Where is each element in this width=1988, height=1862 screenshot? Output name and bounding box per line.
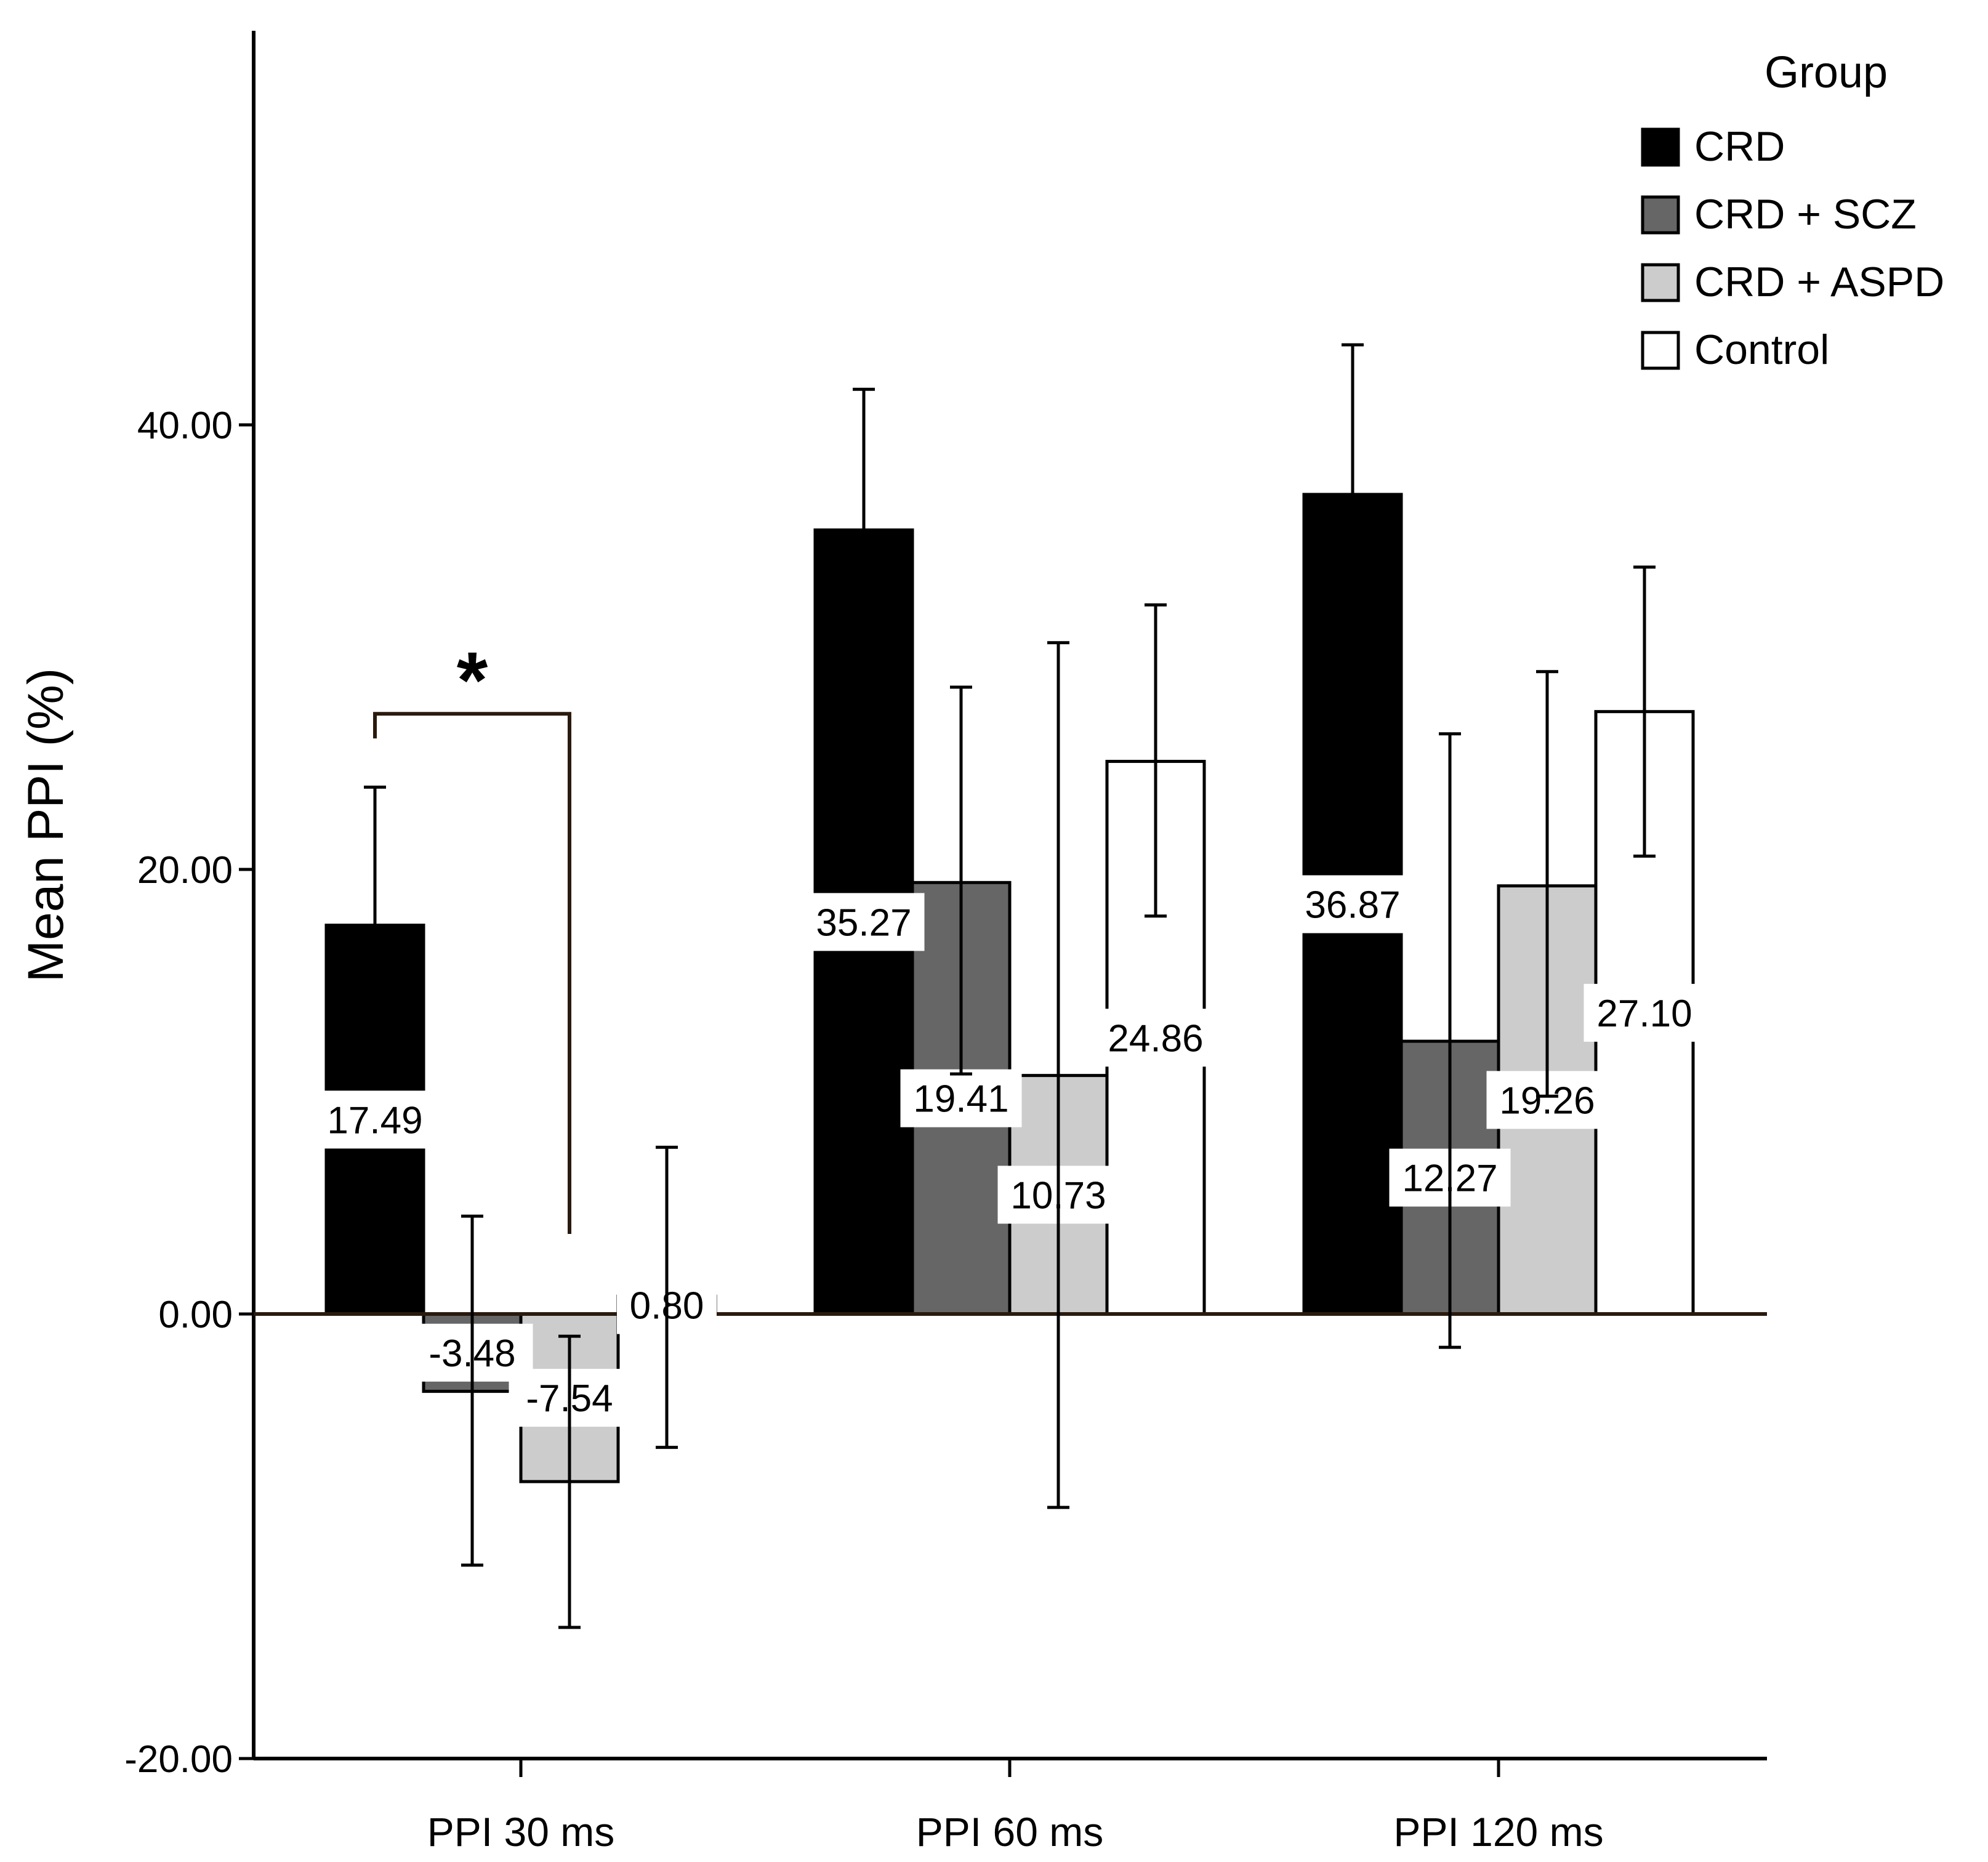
error-bar-crd-aspd-ppi-30-ms: [558, 1334, 581, 1629]
error-bar-control-ppi-30-ms: [656, 1145, 678, 1449]
significance-bracket: [373, 712, 571, 1234]
value-label-box: [1292, 875, 1414, 933]
legend: Group CRD CRD + SCZ CRD + ASPD Control: [1641, 48, 1944, 373]
x-tick-label: PPI 120 ms: [1393, 1809, 1603, 1855]
y-tick-label: 20.00: [137, 849, 233, 892]
x-tick-label: PPI 30 ms: [427, 1809, 614, 1855]
error-bar-crd-ppi-30-ms: [364, 785, 386, 1071]
legend-label-crd-scz: CRD + SCZ: [1694, 191, 1917, 238]
error-bars: [364, 343, 1656, 1629]
value-label-box: [314, 1090, 436, 1149]
value-label-crd-scz-ppi-60-ms: 19.41: [913, 1078, 1008, 1121]
value-label-control-ppi-60-ms: 24.86: [1108, 1017, 1203, 1060]
legend-swatch-crd: [1641, 127, 1680, 167]
y-tick-label: -20.00: [124, 1738, 233, 1781]
value-label-crd-ppi-30-ms: 17.49: [327, 1099, 422, 1142]
value-label-crd-ppi-120-ms: 36.87: [1305, 884, 1400, 926]
error-bar-crd-ppi-120-ms: [1342, 343, 1364, 618]
legend-swatch-control: [1641, 331, 1680, 370]
significance-star: *: [457, 635, 488, 725]
value-label-control-ppi-120-ms: 27.10: [1596, 993, 1692, 1035]
legend-swatch-crd-scz: [1641, 195, 1680, 235]
legend-swatch-crd-aspd: [1641, 263, 1680, 302]
value-label-crd-ppi-60-ms: 35.27: [816, 901, 911, 944]
error-bar-control-ppi-60-ms: [1145, 603, 1167, 918]
y-tick-label: 40.00: [137, 405, 233, 447]
legend-label-control: Control: [1694, 326, 1829, 373]
value-label-box: [1584, 983, 1705, 1042]
legend-label-crd: CRD: [1694, 123, 1785, 170]
error-bar-control-ppi-120-ms: [1633, 565, 1656, 858]
error-bar-crd-scz-ppi-60-ms: [950, 685, 972, 1076]
value-label-box: [1095, 1009, 1217, 1067]
y-axis-title: Mean PPI (%): [18, 668, 74, 982]
value-label-box: [900, 1069, 1022, 1127]
error-bar-crd-ppi-60-ms: [853, 387, 875, 671]
value-label-box: [803, 893, 925, 951]
error-bar-crd-scz-ppi-120-ms: [1439, 732, 1461, 1349]
y-tick-label: 0.00: [158, 1294, 233, 1336]
error-bar-crd-aspd-ppi-120-ms: [1536, 670, 1558, 1098]
legend-label-crd-aspd: CRD + ASPD: [1694, 259, 1944, 305]
error-bar-crd-scz-ppi-30-ms: [461, 1214, 483, 1567]
legend-title: Group: [1765, 48, 1888, 97]
error-bar-crd-aspd-ppi-60-ms: [1047, 641, 1069, 1509]
x-tick-label: PPI 60 ms: [916, 1809, 1103, 1855]
